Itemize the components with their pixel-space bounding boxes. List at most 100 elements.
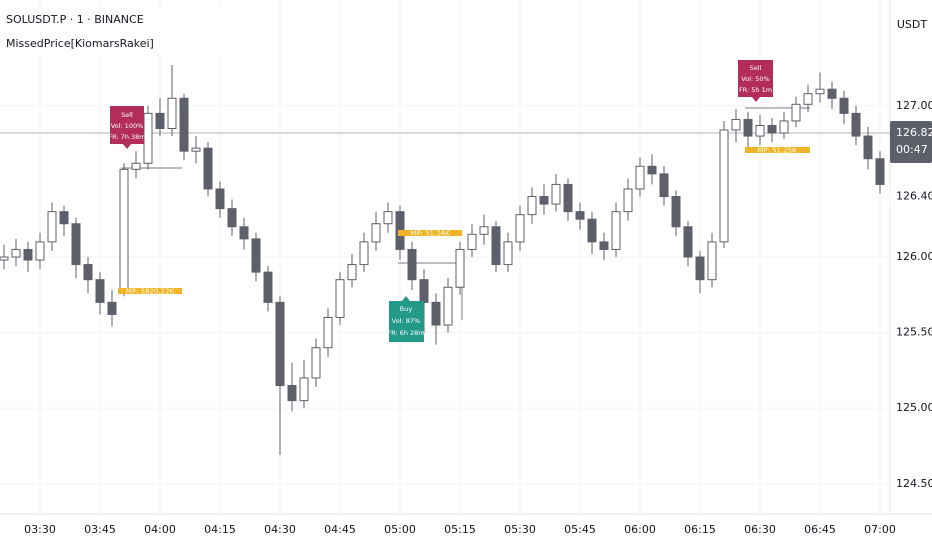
mp-lines: MP: 5820.22K MP: 51.24K MP: 51.25K bbox=[118, 147, 810, 296]
x-tick-label: 03:45 bbox=[84, 523, 116, 536]
last-price-label: 126.82 bbox=[896, 126, 932, 139]
candle-body bbox=[827, 88, 837, 99]
signal-fr: FR: 7h 38m bbox=[108, 133, 145, 141]
y-tick-label: 125.00 bbox=[896, 401, 932, 414]
candles bbox=[0, 65, 885, 456]
candle-body bbox=[179, 97, 189, 152]
candle-body bbox=[635, 165, 645, 190]
signal-side: Buy bbox=[400, 305, 413, 313]
signal-volume: Vol: 50% bbox=[741, 75, 769, 83]
candle-body bbox=[815, 88, 825, 95]
candle-body bbox=[359, 241, 369, 266]
candle-body bbox=[755, 124, 765, 137]
candle-body bbox=[263, 271, 273, 303]
candle-body bbox=[383, 211, 393, 225]
candle-body bbox=[839, 97, 849, 114]
sell-signal: Sell Vol: 100% FR: 7h 38m bbox=[108, 106, 146, 149]
candle-body bbox=[647, 165, 657, 175]
x-tick-label: 07:00 bbox=[864, 523, 896, 536]
candle-body bbox=[587, 218, 597, 243]
candle-body bbox=[671, 196, 681, 228]
candle-body bbox=[455, 248, 465, 288]
signal-side: Sell bbox=[750, 64, 762, 72]
candle-body bbox=[71, 223, 81, 266]
candle-body bbox=[611, 211, 621, 250]
candle-body bbox=[0, 256, 9, 261]
x-tick-label: 04:45 bbox=[324, 523, 356, 536]
candle-body bbox=[479, 226, 489, 235]
y-tick-label: 124.50 bbox=[896, 477, 932, 490]
x-tick-label: 04:00 bbox=[144, 523, 176, 536]
x-tick-label: 04:15 bbox=[204, 523, 236, 536]
mp-line bbox=[118, 288, 182, 294]
candle-body bbox=[419, 279, 429, 303]
x-tick-label: 06:30 bbox=[744, 523, 776, 536]
candle-body bbox=[335, 279, 345, 318]
signal-side: Sell bbox=[121, 111, 133, 119]
candle-body bbox=[227, 208, 237, 228]
signal-volume: Vol: 100% bbox=[111, 122, 144, 130]
candle-body bbox=[23, 248, 33, 261]
candle-body bbox=[803, 93, 813, 105]
y-tick-label: 126.00 bbox=[896, 250, 932, 263]
price-tag-label: 126.40 bbox=[896, 190, 932, 203]
candle-body bbox=[407, 248, 417, 281]
indicator-name[interactable]: MissedPrice[KiomarsRakei] bbox=[6, 37, 154, 50]
mp-line bbox=[745, 147, 810, 153]
x-tick-label: 04:30 bbox=[264, 523, 296, 536]
candle-body bbox=[875, 158, 885, 185]
y-tick-label: 125.50 bbox=[896, 326, 932, 339]
candle-body bbox=[683, 226, 693, 258]
x-tick-label: 05:45 bbox=[564, 523, 596, 536]
x-tick-label: 06:45 bbox=[804, 523, 836, 536]
candle-body bbox=[551, 183, 561, 205]
candle-body bbox=[623, 188, 633, 213]
legend-bg bbox=[0, 8, 260, 56]
candle-body bbox=[515, 214, 525, 243]
price-tag bbox=[890, 187, 932, 206]
candle-body bbox=[119, 168, 129, 291]
candle-body bbox=[59, 211, 69, 225]
candle-body bbox=[707, 241, 717, 281]
candle-body bbox=[791, 103, 801, 122]
candle-body bbox=[491, 226, 501, 266]
candle-body bbox=[83, 264, 93, 281]
currency-label[interactable]: USDT bbox=[897, 18, 928, 31]
candle-body bbox=[155, 112, 165, 130]
candle-body bbox=[11, 248, 21, 258]
candle-body bbox=[203, 147, 213, 190]
x-tick-label: 05:15 bbox=[444, 523, 476, 536]
candle-body bbox=[347, 264, 357, 281]
x-tick-label: 03:30 bbox=[24, 523, 56, 536]
candle-body bbox=[131, 162, 141, 170]
candle-body bbox=[467, 233, 477, 250]
candle-body bbox=[275, 301, 285, 386]
candle-body bbox=[299, 377, 309, 402]
countdown-label: 00:47 bbox=[896, 143, 928, 156]
candle-body bbox=[443, 286, 453, 326]
mp-label: MP: 5820.22K bbox=[126, 288, 175, 296]
mp-label: MP: 51.24K bbox=[410, 230, 450, 238]
buy-signal: Buy Vol: 87% FR: 6h 28m bbox=[387, 296, 425, 342]
candle-body bbox=[191, 147, 201, 152]
candle-body bbox=[239, 226, 249, 240]
candle-body bbox=[539, 196, 549, 205]
candle-body bbox=[731, 118, 741, 131]
candle-body bbox=[527, 196, 537, 216]
candle-body bbox=[767, 124, 777, 134]
candle-body bbox=[695, 256, 705, 281]
symbol-title[interactable]: SOLUSDT.P · 1 · BINANCE bbox=[6, 13, 144, 26]
signal-fr: FR: 5h 1m bbox=[739, 86, 772, 94]
sell-signal: Sell Vol: 50% FR: 5h 1m bbox=[738, 60, 773, 102]
candle-body bbox=[371, 223, 381, 243]
y-tick-label: 127.00 bbox=[896, 99, 932, 112]
signal-volume: Vol: 87% bbox=[392, 317, 420, 325]
candle-body bbox=[215, 188, 225, 210]
candle-body bbox=[323, 316, 333, 349]
candle-body bbox=[659, 173, 669, 198]
x-tick-label: 05:00 bbox=[384, 523, 416, 536]
candle-body bbox=[47, 211, 57, 243]
candle-body bbox=[719, 129, 729, 243]
